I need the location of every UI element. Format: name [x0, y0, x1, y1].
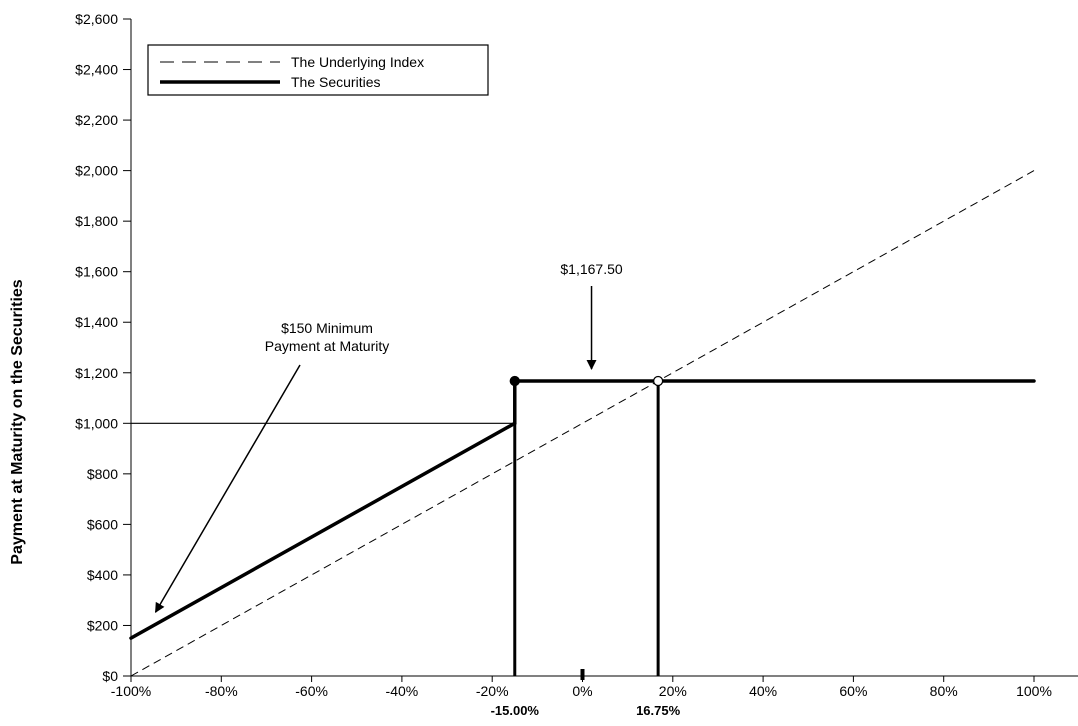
annotations-layer: $1,167.50 $150 Minimum Payment at Maturity: [154, 261, 623, 613]
legend: The Underlying Index The Securities: [147, 44, 489, 96]
y-tick-label: $2,200: [75, 112, 118, 128]
y-tick-label: $2,400: [75, 62, 118, 78]
series-layer: [129, 170, 1036, 677]
annotation-arrow: [154, 364, 301, 613]
annotation-max-payment: $1,167.50: [560, 261, 622, 277]
y-tick-label: $400: [87, 567, 118, 583]
x-tick-label: -80%: [205, 683, 238, 699]
legend-label: The Securities: [291, 74, 380, 90]
annotation-min-payment: Payment at Maturity: [265, 338, 390, 354]
y-tick-label: $1,600: [75, 264, 118, 280]
underlying-index-line: [130, 170, 1035, 677]
open-marker: [652, 375, 664, 387]
y-tick-label: $2,000: [75, 163, 118, 179]
y-axis-label: Payment at Maturity on the Securities: [9, 279, 26, 565]
y-tick-label: $1,200: [75, 365, 118, 381]
x-tick-label: 40%: [749, 683, 777, 699]
x-tick-label: -20%: [476, 683, 509, 699]
x-tick-label: 20%: [659, 683, 687, 699]
y-tick-label: $200: [87, 617, 118, 633]
x-tick-label: 80%: [930, 683, 958, 699]
x-tick-label: 0%: [572, 683, 592, 699]
y-tick-label: $1,800: [75, 213, 118, 229]
filled-marker: [509, 375, 520, 387]
securities-line-segment: [129, 421, 517, 640]
y-tick-label: $600: [87, 516, 118, 532]
x-tick-label: 100%: [1016, 683, 1052, 699]
x-tick-label: -100%: [111, 683, 151, 699]
legend-box: [147, 44, 489, 96]
special-x-tick-label: 16.75%: [636, 703, 681, 718]
x-tick-label: -40%: [386, 683, 419, 699]
x-tick-label: -60%: [295, 683, 328, 699]
annotation-min-payment: $150 Minimum: [281, 320, 373, 336]
special-x-tick-label: -15.00%: [491, 703, 540, 718]
legend-label: The Underlying Index: [291, 54, 424, 70]
y-tick-label: $2,600: [75, 11, 118, 27]
y-tick-label: $0: [102, 668, 118, 684]
zero-tick-stub: [580, 669, 585, 680]
x-tick-label: 60%: [839, 683, 867, 699]
axes: $0 $200 $400 $600 $800 $1,000 $1,200 $1,400 $1,6…: [75, 11, 1078, 718]
y-tick-label: $800: [87, 466, 118, 482]
y-tick-label: $1,400: [75, 314, 118, 330]
y-tick-label: $1,000: [75, 415, 118, 431]
